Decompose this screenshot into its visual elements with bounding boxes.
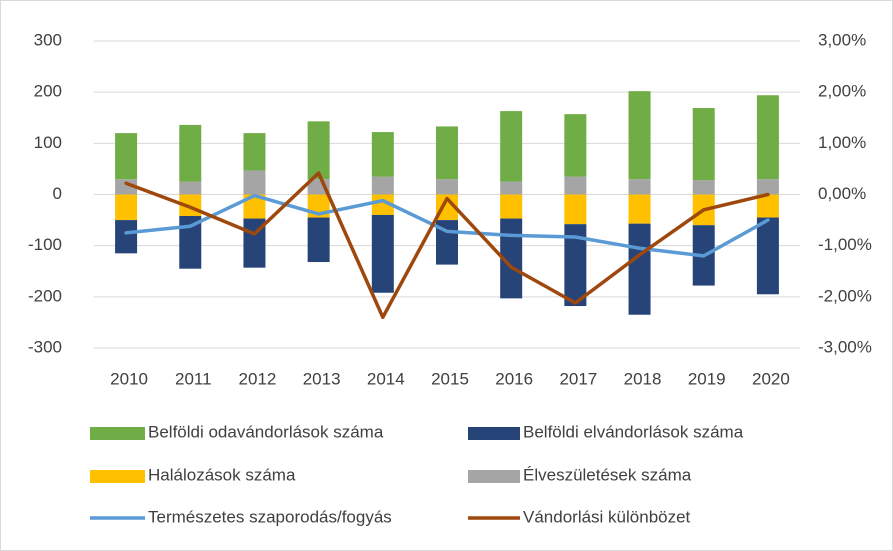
bar bbox=[564, 194, 587, 225]
bar bbox=[115, 133, 138, 180]
y2-tick-label: 0,00% bbox=[818, 184, 866, 203]
y-tick-label: 0 bbox=[53, 184, 62, 203]
x-tick-label: 2015 bbox=[431, 369, 469, 388]
bar bbox=[179, 124, 202, 182]
y-tick-label: -100 bbox=[28, 235, 62, 254]
legend-swatch bbox=[468, 470, 520, 483]
bar bbox=[243, 133, 266, 171]
x-tick-label: 2016 bbox=[495, 369, 533, 388]
bar bbox=[564, 224, 587, 307]
bar bbox=[628, 223, 651, 315]
bar bbox=[436, 194, 458, 221]
x-tick-label: 2017 bbox=[559, 369, 597, 388]
bar bbox=[436, 179, 458, 195]
x-tick-label: 2014 bbox=[367, 369, 405, 388]
legend-label: Élveszületések száma bbox=[523, 465, 692, 484]
bar bbox=[628, 194, 651, 224]
y2-tick-label: -3,00% bbox=[818, 337, 872, 356]
bar bbox=[243, 194, 266, 219]
bar bbox=[564, 176, 587, 195]
bar bbox=[628, 91, 651, 180]
bar bbox=[179, 215, 202, 269]
x-tick-label: 2020 bbox=[752, 369, 790, 388]
x-tick-label: 2012 bbox=[239, 369, 277, 388]
x-tick-label: 2010 bbox=[110, 369, 148, 388]
bar bbox=[371, 194, 394, 215]
bar bbox=[756, 217, 779, 295]
bar bbox=[179, 181, 202, 195]
legend-swatch bbox=[90, 427, 145, 440]
bar bbox=[756, 179, 779, 195]
bar bbox=[115, 220, 138, 254]
legend-label: Belföldi odavándorlások száma bbox=[148, 422, 384, 441]
x-tick-label: 2019 bbox=[688, 369, 726, 388]
y2-tick-label: 2,00% bbox=[818, 82, 866, 101]
bar bbox=[371, 214, 394, 293]
y-tick-label: 200 bbox=[34, 82, 62, 101]
bar bbox=[115, 179, 138, 195]
bar bbox=[371, 132, 394, 177]
legend-label: Belföldi elvándorlások száma bbox=[523, 422, 744, 441]
bar bbox=[564, 114, 587, 177]
x-tick-label: 2018 bbox=[624, 369, 662, 388]
bar bbox=[500, 194, 523, 219]
bar bbox=[628, 179, 651, 195]
y-tick-label: 300 bbox=[34, 30, 62, 49]
y2-tick-label: 3,00% bbox=[818, 30, 866, 49]
bar bbox=[500, 111, 523, 182]
bar bbox=[307, 217, 330, 263]
line-series bbox=[124, 193, 770, 258]
y-tick-label: -200 bbox=[28, 286, 62, 305]
x-tick-label: 2011 bbox=[175, 369, 212, 388]
bar bbox=[692, 180, 715, 195]
bar bbox=[115, 194, 138, 221]
bar bbox=[436, 126, 458, 180]
y2-tick-label: -2,00% bbox=[818, 286, 872, 305]
bar bbox=[307, 121, 330, 180]
legend-label: Vándorlási különbözet bbox=[523, 507, 691, 526]
y2-tick-label: 1,00% bbox=[818, 133, 866, 152]
y-tick-label: -300 bbox=[28, 337, 62, 356]
legend-swatch bbox=[90, 470, 145, 483]
legend-swatch bbox=[468, 427, 520, 440]
y-tick-label: 100 bbox=[34, 133, 62, 152]
bar bbox=[692, 108, 715, 181]
bar bbox=[371, 176, 394, 195]
legend-label: Természetes szaporodás/fogyás bbox=[148, 507, 392, 526]
bar bbox=[756, 95, 779, 180]
bar bbox=[756, 194, 779, 218]
bar bbox=[500, 181, 523, 195]
y2-tick-label: -1,00% bbox=[818, 235, 872, 254]
bar bbox=[243, 170, 266, 195]
bar bbox=[500, 218, 523, 299]
line-series bbox=[124, 171, 770, 320]
x-tick-label: 2013 bbox=[303, 369, 341, 388]
legend-label: Halálozások száma bbox=[148, 465, 296, 484]
